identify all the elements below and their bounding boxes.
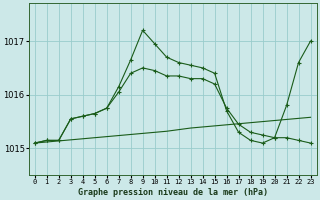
X-axis label: Graphe pression niveau de la mer (hPa): Graphe pression niveau de la mer (hPa) <box>78 188 268 197</box>
